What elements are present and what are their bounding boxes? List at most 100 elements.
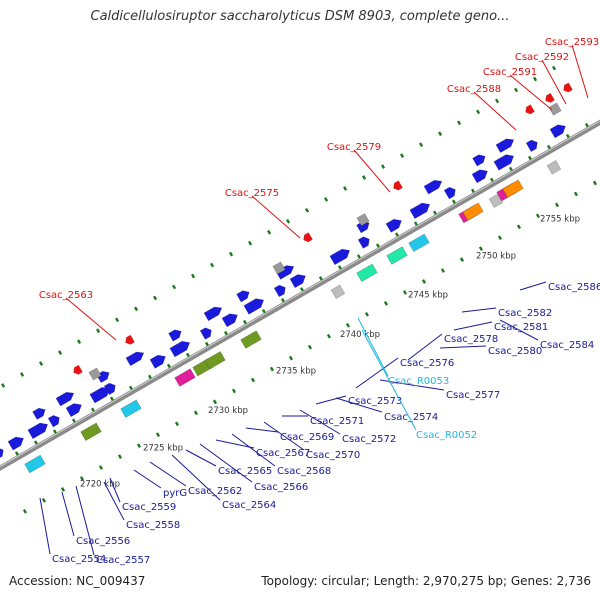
pseudogene (88, 367, 102, 381)
scale-tick-mark (60, 487, 65, 492)
scale-tick-mark (421, 279, 426, 284)
cog-feature-shape (174, 368, 196, 387)
forward-gene (0, 447, 4, 460)
forward-gene-label: pyrG (163, 488, 187, 499)
forward-gene-shape (0, 447, 4, 460)
forward-gene (236, 290, 250, 303)
cog-feature (24, 454, 46, 474)
scale-tick-mark (440, 268, 445, 273)
scale-label: 2725 kbp (143, 443, 183, 453)
genome-backbone (0, 119, 600, 471)
outer-tick-mark (210, 262, 215, 268)
reverse-gene-label-leader (65, 297, 117, 341)
forward-gene-leader (109, 477, 121, 503)
reverse-gene-label: Csac_2591 (483, 67, 537, 78)
cog-feature-shape (462, 202, 484, 221)
scale-label: 2730 kbp (208, 406, 248, 416)
scale-tick-mark (459, 257, 464, 262)
forward-gene-shape (55, 391, 75, 407)
outer-tick-mark (438, 131, 443, 137)
forward-gene-leader (39, 497, 51, 555)
outer-tick-mark (39, 361, 44, 366)
outer-tick-mark (172, 284, 177, 290)
forward-gene-leader (499, 319, 539, 341)
cog-feature (408, 233, 430, 253)
forward-gene-label: Csac_2580 (488, 346, 542, 357)
forward-gene-leader (315, 395, 347, 405)
forward-gene-shape (27, 422, 49, 440)
reverse-gene-shape (525, 104, 535, 115)
outer-tick-mark (267, 229, 272, 235)
forward-gene-leader (185, 449, 217, 467)
scale-tick-mark (554, 202, 559, 208)
forward-gene (169, 340, 191, 358)
outer-tick-mark (286, 218, 291, 224)
forward-gene-label: Csac_2565 (218, 466, 272, 477)
scale-label: 2750 kbp (476, 251, 516, 261)
reverse-gene (303, 232, 313, 243)
scale-tick-mark (478, 246, 483, 252)
outer-tick-mark (343, 186, 348, 191)
scale-tick-mark (117, 454, 122, 459)
scale-tick-mark (250, 377, 255, 383)
forward-gene-label: Csac_2564 (222, 500, 276, 511)
reverse-gene-label-leader (353, 149, 391, 193)
forward-gene (7, 436, 24, 451)
forward-gene (55, 391, 75, 407)
reverse-gene-shape (303, 232, 313, 243)
cog-feature (174, 368, 196, 387)
rna-gene-leader (361, 329, 417, 431)
forward-gene (525, 139, 538, 153)
forward-gene-leader (379, 379, 445, 391)
forward-gene-label: Csac_2577 (446, 390, 500, 401)
cog-feature (240, 330, 262, 349)
pseudogene-shape (548, 102, 562, 116)
reverse-gene-shape (73, 364, 83, 375)
reverse-gene-shape (125, 334, 135, 345)
forward-gene-label: Csac_2562 (188, 486, 242, 497)
forward-gene (495, 138, 515, 154)
cog-feature-shape (120, 399, 142, 418)
reverse-gene-label-leader (473, 91, 517, 131)
reverse-gene-shape (393, 180, 403, 191)
forward-gene-leader (439, 345, 487, 349)
rna-gene-label: Csac_R0053 (388, 376, 449, 387)
scale-tick-mark (155, 432, 160, 438)
rna-gene-label: Csac_R0052 (416, 430, 477, 441)
forward-gene-shape (471, 169, 488, 184)
scale-tick-mark (174, 421, 179, 427)
forward-gene-shape (243, 298, 265, 315)
forward-gene-label: Csac_2569 (280, 432, 334, 443)
forward-gene (409, 202, 431, 220)
scale-tick-mark (383, 301, 388, 306)
forward-gene (103, 382, 116, 396)
forward-gene-label: Csac_2571 (310, 416, 364, 427)
reverse-gene-shape (563, 82, 573, 93)
cog-feature (80, 422, 102, 441)
reverse-gene-label: Csac_2592 (515, 52, 569, 63)
forward-gene (471, 169, 488, 184)
scale-tick-mark (41, 498, 46, 503)
forward-gene (493, 154, 515, 171)
pseudogene (330, 284, 346, 300)
reverse-gene-label-leader (541, 59, 567, 105)
pseudogene-shape (330, 284, 346, 300)
outer-tick-mark (229, 251, 234, 257)
forward-gene-label: Csac_2582 (498, 308, 552, 319)
pseudogene (272, 261, 286, 275)
scale-tick-mark (402, 290, 407, 295)
forward-gene-shape (7, 436, 24, 451)
forward-gene (221, 313, 238, 328)
forward-gene-leader (519, 281, 547, 291)
scale-label: 2755 kbp (540, 215, 580, 225)
pseudogene-shape (488, 193, 504, 209)
outer-tick-mark (191, 273, 196, 279)
forward-gene (149, 354, 166, 369)
reverse-gene (525, 104, 535, 115)
forward-gene-label: Csac_2554 (52, 554, 106, 565)
forward-gene-shape (289, 274, 306, 289)
outer-tick-mark (324, 197, 329, 202)
reverse-gene-label: Csac_2563 (39, 290, 93, 301)
outer-tick-mark (495, 98, 500, 104)
outer-tick-mark (134, 306, 139, 312)
